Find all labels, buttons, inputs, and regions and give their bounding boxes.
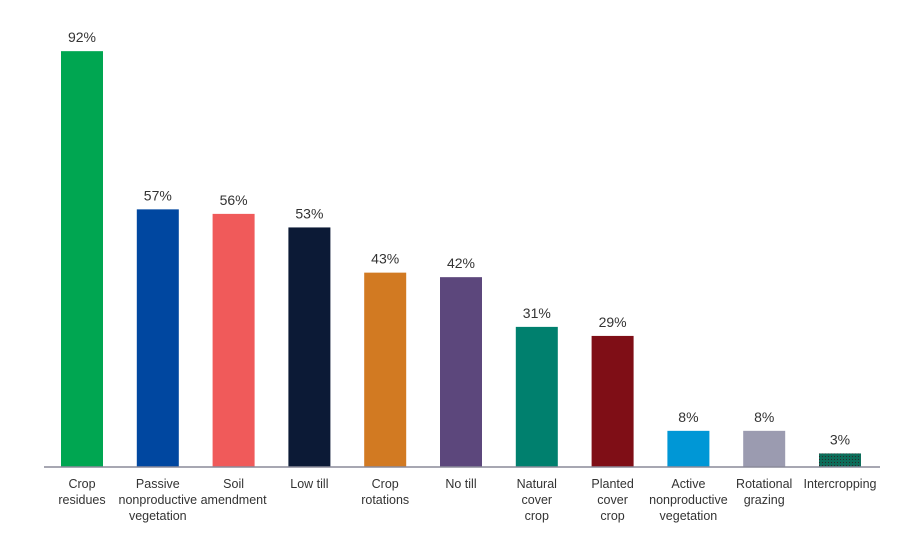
category-label: nonproductive [649, 493, 728, 507]
data-label: 53% [295, 205, 323, 221]
category-label: vegetation [660, 509, 718, 523]
category-label: Soil [223, 477, 244, 491]
data-label: 8% [754, 409, 774, 425]
category-label: Planted [591, 477, 633, 491]
bar [743, 430, 786, 467]
bar [667, 430, 710, 467]
data-label: 57% [144, 187, 172, 203]
category-label: amendment [201, 493, 268, 507]
bar [212, 213, 255, 467]
category-label: cover [597, 493, 628, 507]
category-label: Natural [517, 477, 557, 491]
data-label: 29% [599, 314, 627, 330]
category-label: vegetation [129, 509, 187, 523]
bar [288, 227, 331, 467]
category-label: grazing [744, 493, 785, 507]
category-label: No till [445, 477, 476, 491]
category-label: Passive [136, 477, 180, 491]
bar [819, 453, 861, 467]
bar [440, 277, 482, 467]
data-label: 42% [447, 255, 475, 271]
category-label: Crop [68, 477, 95, 491]
category-label: Crop [372, 477, 399, 491]
category-label: rotations [361, 493, 409, 507]
category-label: Low till [290, 477, 328, 491]
bar [61, 51, 103, 467]
category-label: residues [58, 493, 105, 507]
data-label: 8% [678, 409, 698, 425]
category-label: crop [600, 509, 624, 523]
category-label: crop [525, 509, 549, 523]
data-label: 3% [830, 431, 850, 447]
bar [136, 209, 179, 468]
category-label: Active [671, 477, 705, 491]
data-label: 56% [220, 192, 248, 208]
data-label: 92% [68, 29, 96, 45]
category-label: cover [522, 493, 553, 507]
data-label: 31% [523, 305, 551, 321]
bar [591, 335, 634, 467]
category-label: nonproductive [119, 493, 198, 507]
bar [515, 326, 558, 467]
data-label: 43% [371, 251, 399, 267]
category-label: Intercropping [804, 477, 877, 491]
bar [364, 272, 407, 467]
category-label: Rotational [736, 477, 792, 491]
